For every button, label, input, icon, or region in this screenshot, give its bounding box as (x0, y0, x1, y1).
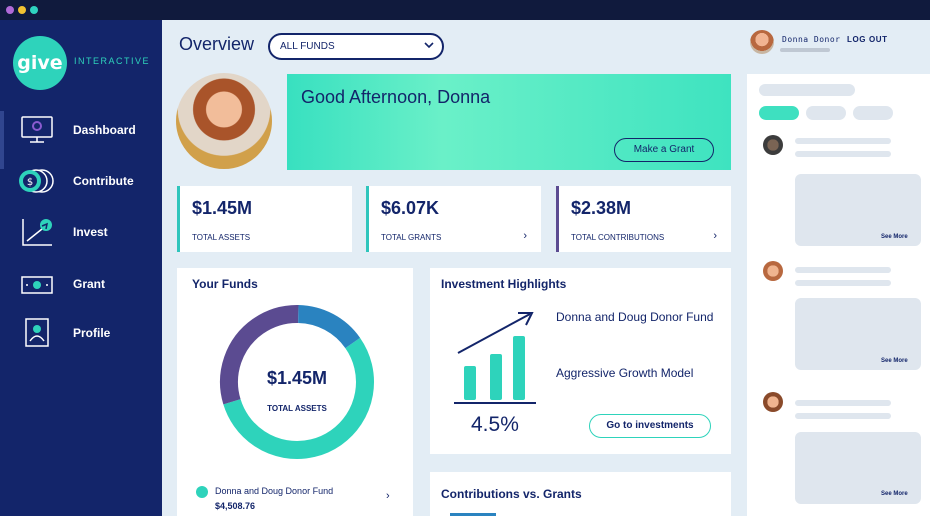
stat-total-grants[interactable]: $6.07K TOTAL GRANTS › (366, 186, 541, 252)
avatar[interactable] (750, 30, 774, 54)
sidebar-item-contribute[interactable]: $ Contribute (0, 160, 162, 206)
avatar (763, 261, 783, 281)
monitor-icon (20, 115, 54, 145)
feed-line (795, 151, 891, 157)
feed-line (795, 280, 891, 286)
window-titlebar (0, 0, 930, 20)
greeting-banner: Good Afternoon, Donna Make a Grant (287, 74, 731, 170)
feed-card[interactable] (795, 298, 921, 370)
go-to-investments-button[interactable]: Go to investments (589, 414, 711, 438)
sidebar-item-label: Dashboard (73, 123, 136, 137)
chevron-right-icon: › (713, 230, 717, 242)
investment-percent: 4.5% (471, 413, 519, 436)
stat-label: TOTAL GRANTS (381, 233, 442, 242)
card-title: Your Funds (192, 277, 258, 291)
stat-label: TOTAL ASSETS (192, 233, 251, 242)
investment-fund-name: Donna and Doug Donor Fund (556, 310, 714, 324)
main-content: Overview ALL FUNDS Donna Donor LOG OUT G… (162, 20, 930, 516)
coins-icon: $ (16, 166, 56, 196)
contributions-grants-card: Contributions vs. Grants (430, 472, 731, 516)
user-subtitle-placeholder (780, 48, 830, 52)
stat-total-contributions[interactable]: $2.38M TOTAL CONTRIBUTIONS › (556, 186, 731, 252)
page-title: Overview (179, 34, 255, 54)
chevron-right-icon: › (523, 230, 527, 242)
investment-model: Aggressive Growth Model (556, 366, 694, 380)
stat-label: TOTAL CONTRIBUTIONS (571, 233, 665, 242)
close-window-dot[interactable] (6, 6, 14, 14)
feed-line (795, 400, 891, 406)
see-more-link[interactable]: See More (881, 358, 908, 364)
maximize-window-dot[interactable] (30, 6, 38, 14)
feed-filter[interactable] (853, 106, 893, 120)
sidebar-item-label: Profile (73, 326, 111, 340)
chart-peek (450, 513, 496, 516)
profile-icon (20, 318, 54, 348)
chart-up-icon (20, 217, 54, 247)
feed-line (795, 413, 891, 419)
logo-mark[interactable]: give (13, 36, 67, 90)
card-title: Contributions vs. Grants (441, 487, 582, 501)
card-title: Investment Highlights (441, 277, 567, 291)
see-more-link[interactable]: See More (881, 234, 908, 240)
sidebar-item-grant[interactable]: Grant (0, 263, 162, 309)
sidebar-item-label: Contribute (73, 174, 134, 188)
svg-text:$: $ (27, 177, 33, 188)
fund-legend-dot (196, 486, 208, 498)
your-funds-card: Your Funds $1.45M TOTAL ASSETS Donna and… (177, 268, 413, 516)
sidebar-item-label: Invest (73, 225, 108, 239)
stat-total-assets[interactable]: $1.45M TOTAL ASSETS (177, 186, 352, 252)
donut-segment (220, 305, 374, 459)
sidebar-item-dashboard[interactable]: Dashboard (0, 109, 162, 169)
feed-card[interactable] (795, 174, 921, 246)
sidebar: give INTERACTIVE Dashboard $ Contribute … (0, 20, 162, 516)
make-grant-button[interactable]: Make a Grant (614, 138, 714, 162)
logout-link[interactable]: LOG OUT (847, 35, 888, 44)
feed-heading-placeholder (759, 84, 855, 96)
activity-feed: See More See More See More (747, 74, 930, 516)
cash-icon (20, 269, 54, 299)
greeting-text: Good Afternoon, Donna (301, 87, 491, 107)
feed-line (795, 267, 891, 273)
donut-segment (220, 305, 374, 459)
donut-center-label: TOTAL ASSETS (267, 404, 327, 413)
stat-value: $6.07K (381, 198, 440, 218)
sidebar-item-invest[interactable]: Invest (0, 211, 162, 257)
logo-text: INTERACTIVE (74, 56, 151, 66)
growth-chart-icon (454, 312, 536, 404)
funds-donut-chart (220, 305, 374, 459)
feed-line (795, 138, 891, 144)
stat-value: $2.38M (571, 198, 632, 218)
feed-filter-active[interactable] (759, 106, 799, 120)
fund-value: $4,508.76 (215, 501, 256, 511)
chevron-down-icon (424, 40, 434, 53)
fund-select-value: ALL FUNDS (280, 41, 335, 52)
fund-name[interactable]: Donna and Doug Donor Fund (215, 486, 334, 496)
minimize-window-dot[interactable] (18, 6, 26, 14)
sidebar-item-label: Grant (73, 277, 106, 291)
sidebar-item-profile[interactable]: Profile (0, 312, 162, 358)
feed-filter[interactable] (806, 106, 846, 120)
user-portrait (176, 73, 272, 169)
avatar (763, 135, 783, 155)
feed-card[interactable] (795, 432, 921, 504)
investment-highlights-card: Investment Highlights Donna and Doug Don… (430, 268, 731, 454)
avatar (763, 392, 783, 412)
chevron-right-icon[interactable]: › (386, 490, 390, 502)
stat-value: $1.45M (192, 198, 253, 218)
user-name: Donna Donor (782, 35, 841, 44)
fund-select[interactable]: ALL FUNDS (268, 33, 444, 60)
see-more-link[interactable]: See More (881, 491, 908, 497)
donut-center-value: $1.45M (266, 368, 328, 388)
